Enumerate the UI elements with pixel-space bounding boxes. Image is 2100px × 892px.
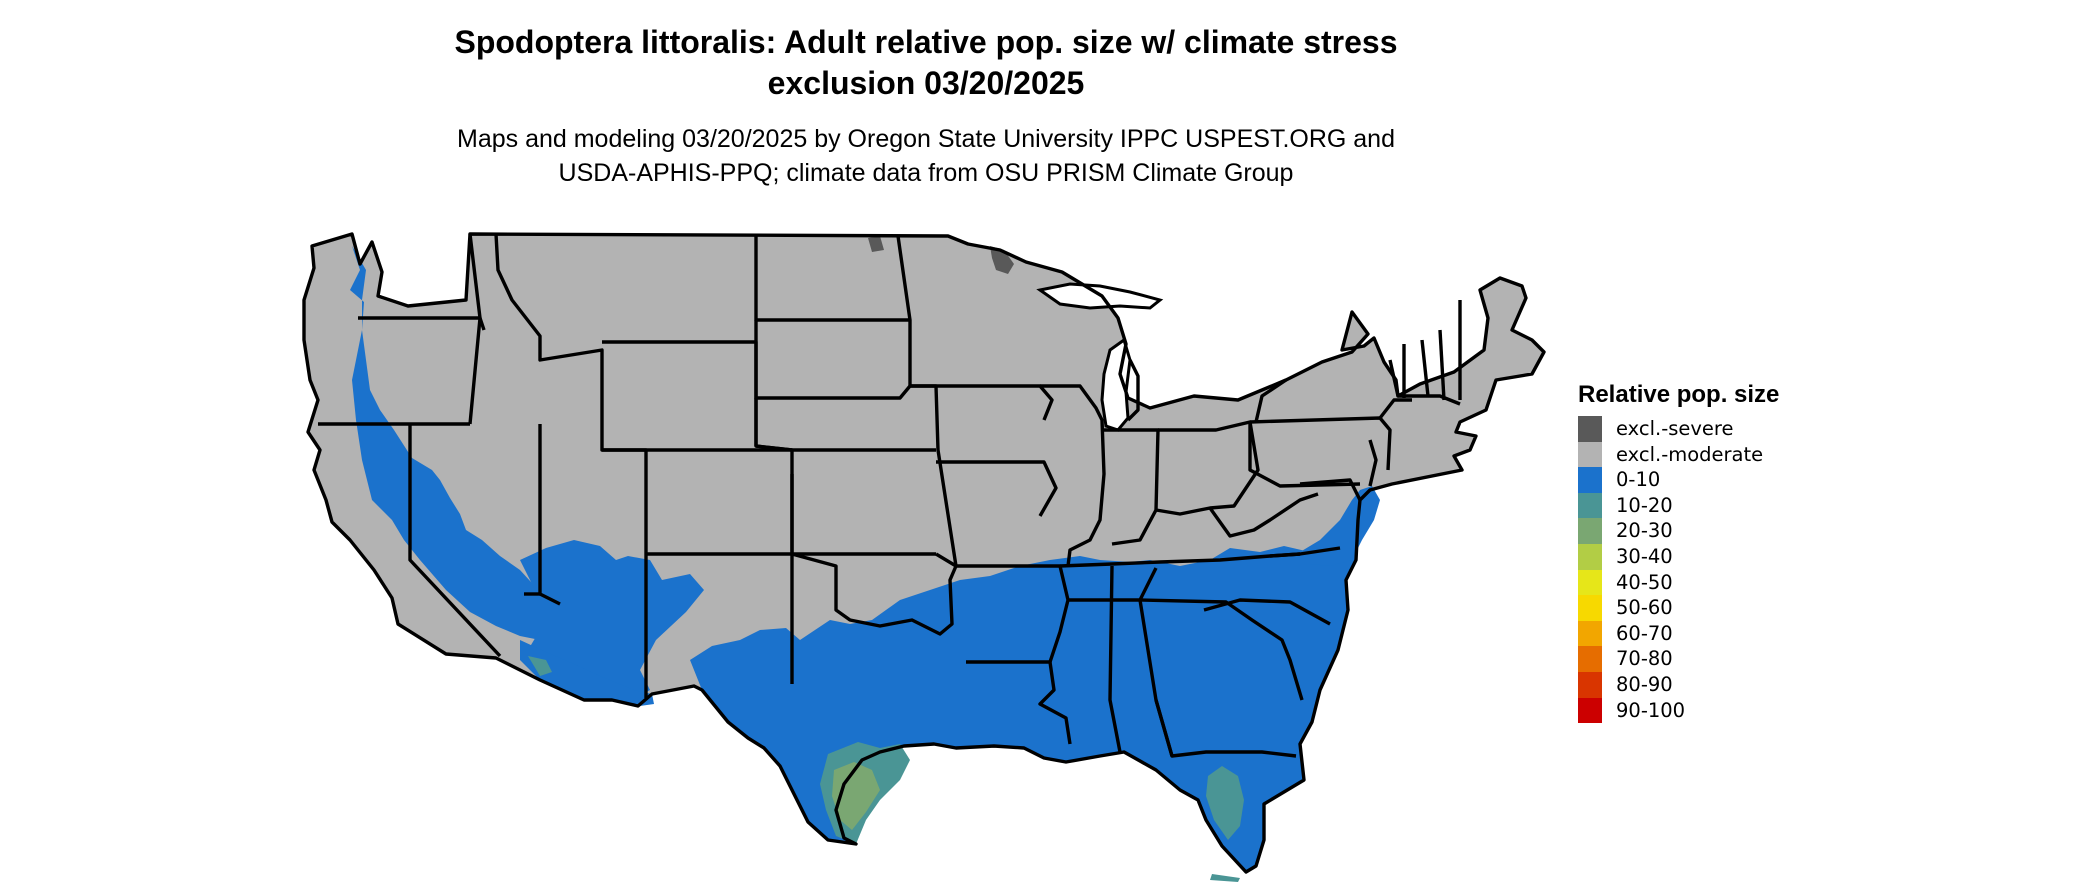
zone-texas-coast-green [832, 762, 880, 830]
legend-swatch [1578, 620, 1602, 647]
zone-south [690, 520, 1356, 872]
map-title: Spodoptera littoralis: Adult relative po… [0, 22, 1852, 104]
map-subtitle: Maps and modeling 03/20/2025 by Oregon S… [0, 122, 1852, 190]
legend-item: 90-100 [1578, 697, 1779, 724]
zone-southwest [520, 540, 704, 700]
legend-item: 10-20 [1578, 492, 1779, 519]
legend-label: 30-40 [1616, 544, 1673, 568]
legend-item: 50-60 [1578, 595, 1779, 621]
zone-west-coast [350, 246, 548, 640]
legend-item: 20-30 [1578, 518, 1779, 544]
legend-item: 0-10 [1578, 467, 1779, 493]
legend-label: 60-70 [1616, 621, 1673, 645]
legend-label: 70-80 [1616, 647, 1673, 671]
legend-label: 20-30 [1616, 519, 1673, 543]
legend-label: 0-10 [1616, 468, 1661, 492]
legend-label: excl.-moderate [1616, 442, 1764, 466]
legend-swatch [1578, 697, 1602, 724]
zone-arizona-west [520, 640, 654, 706]
zone-severe-north-dakota [868, 236, 884, 252]
legend-swatch [1578, 569, 1602, 596]
legend-label: 10-20 [1616, 493, 1673, 517]
legend-swatch [1578, 671, 1602, 698]
legend-swatch [1578, 518, 1602, 544]
legend-swatch [1578, 492, 1602, 519]
zone-severe-minnesota [990, 246, 1014, 274]
legend-items: excl.-severe excl.-moderate 0-10 10-20 20-30… [1578, 416, 1779, 724]
legend-label: excl.-severe [1616, 417, 1734, 440]
map-title-line-2: exclusion 03/20/2025 [767, 65, 1085, 101]
coast-florida-keys [1210, 874, 1240, 882]
legend-item: excl.-severe [1578, 416, 1779, 442]
map-subtitle-line-1: Maps and modeling 03/20/2025 by Oregon S… [457, 125, 1395, 153]
legend-swatch [1578, 441, 1602, 468]
legend-label: 90-100 [1616, 698, 1686, 722]
legend: Relative pop. size excl.-severe excl.-mod… [1578, 380, 1780, 724]
zone-arizona-teal [528, 656, 552, 676]
map-subtitle-line-2: USDA-APHIS-PPQ; climate data from OSU PR… [558, 159, 1294, 187]
legend-swatch [1578, 416, 1602, 442]
legend-swatch [1578, 595, 1602, 621]
legend-swatch [1578, 467, 1602, 493]
legend-swatch [1578, 543, 1602, 570]
legend-item: 70-80 [1578, 646, 1779, 672]
legend-label: 40-50 [1616, 570, 1673, 594]
legend-title: Relative pop. size [1578, 381, 1780, 408]
legend-item: 60-70 [1578, 620, 1779, 647]
state-borders [302, 232, 1546, 874]
map-title-line-1: Spodoptera littoralis: Adult relative po… [454, 24, 1398, 60]
legend-item: 80-90 [1578, 671, 1779, 698]
legend-label: 50-60 [1616, 596, 1673, 620]
zone-florida-teal [1206, 766, 1244, 840]
legend-swatch [1578, 646, 1602, 672]
legend-label: 80-90 [1616, 672, 1673, 696]
legend-item: excl.-moderate [1578, 441, 1779, 468]
legend-item: 30-40 [1578, 543, 1779, 570]
legend-item: 40-50 [1578, 569, 1779, 596]
